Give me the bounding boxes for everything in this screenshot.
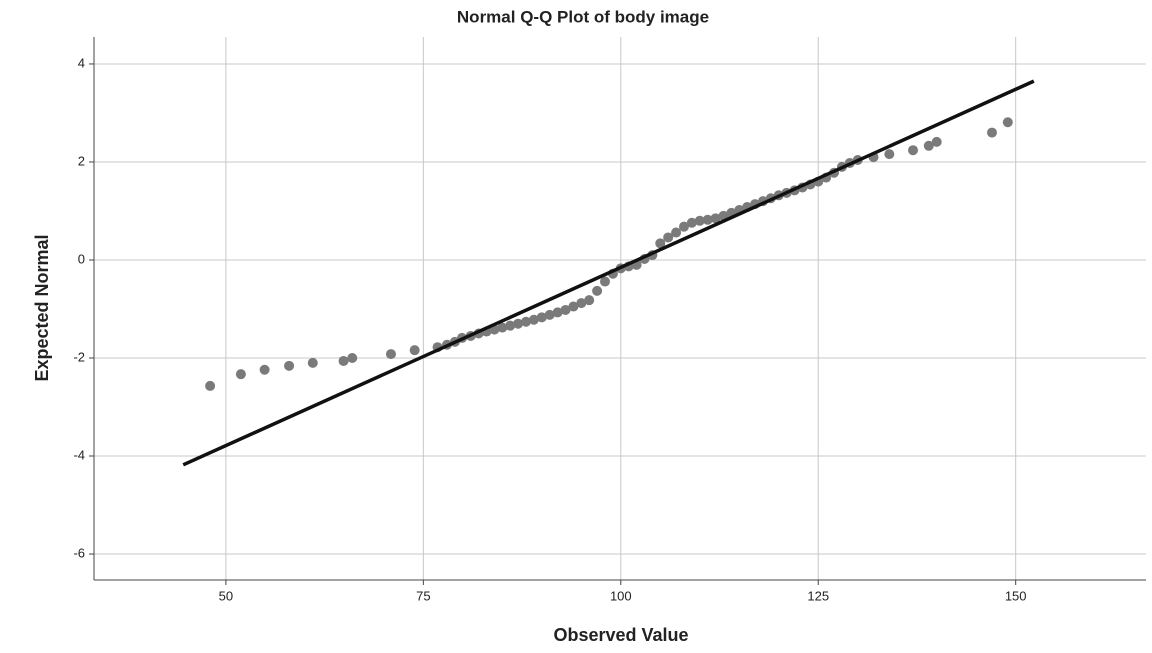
point <box>592 285 603 296</box>
x-tick-label: 150 <box>1005 588 1027 603</box>
point <box>702 214 713 225</box>
reference-line <box>182 79 1035 467</box>
y-tick-label: -6 <box>73 545 85 560</box>
point <box>560 304 571 315</box>
x-tick-label: 125 <box>807 588 829 603</box>
point <box>1002 117 1013 128</box>
point <box>655 238 666 249</box>
point <box>931 136 942 147</box>
point <box>205 380 216 391</box>
point <box>347 352 358 363</box>
point <box>710 213 721 224</box>
point <box>338 355 349 366</box>
point <box>307 357 318 368</box>
point <box>544 309 555 320</box>
y-tick-label: -4 <box>73 447 85 462</box>
point <box>552 307 563 318</box>
point <box>923 140 934 151</box>
y-tick-label: -2 <box>73 349 85 364</box>
point <box>528 314 539 325</box>
y-axis-label: Expected Normal <box>32 234 52 381</box>
x-tick-label: 50 <box>219 588 233 603</box>
point <box>536 312 547 323</box>
x-axis-label: Observed Value <box>553 625 688 645</box>
point <box>694 215 705 226</box>
point <box>505 320 516 331</box>
point <box>568 301 579 312</box>
chart-title: Normal Q-Q Plot of body image <box>457 7 709 26</box>
point <box>409 345 420 356</box>
point <box>584 295 595 306</box>
point <box>663 232 674 243</box>
point <box>678 221 689 232</box>
point <box>671 227 682 238</box>
y-tick-label: 2 <box>78 153 85 168</box>
y-tick-label: 0 <box>78 251 85 266</box>
point <box>576 298 587 309</box>
point <box>284 360 295 371</box>
y-tick-label: 4 <box>78 55 85 70</box>
point <box>884 149 895 160</box>
point <box>986 127 997 138</box>
point <box>686 217 697 228</box>
point <box>513 318 524 329</box>
point <box>599 276 610 287</box>
point <box>521 316 532 327</box>
point <box>385 349 396 360</box>
point <box>497 322 508 333</box>
x-tick-label: 100 <box>610 588 632 603</box>
x-tick-label: 75 <box>416 588 430 603</box>
point <box>908 145 919 156</box>
point <box>235 369 246 380</box>
point <box>259 364 270 375</box>
